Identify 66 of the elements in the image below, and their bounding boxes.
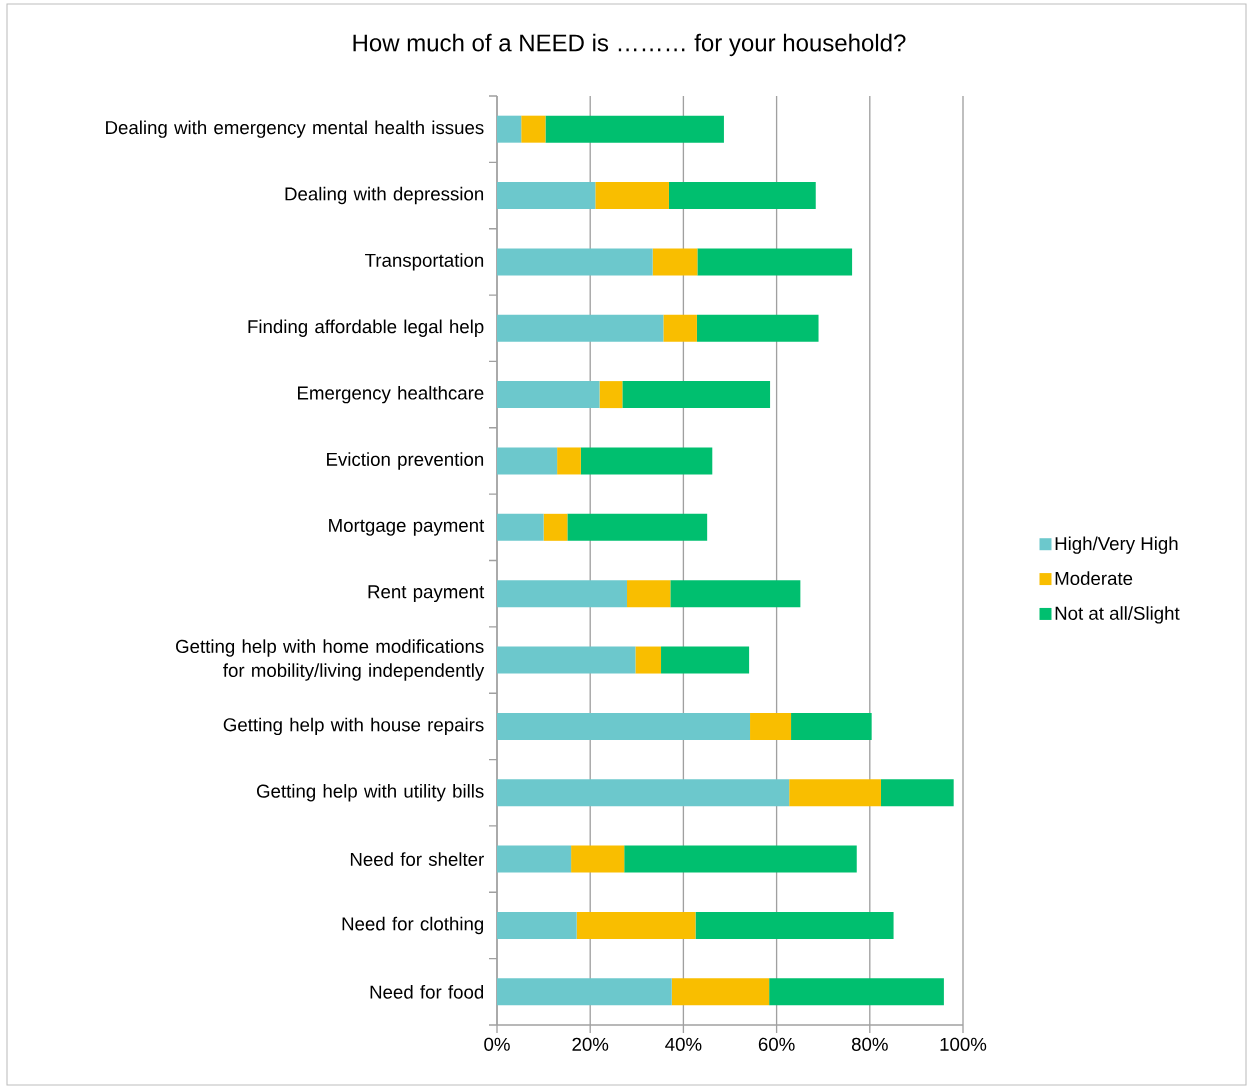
bar xyxy=(663,314,697,342)
y-tick-label: Need for food xyxy=(370,984,484,999)
bar xyxy=(497,978,672,1006)
y-tick-label: Mortgage payment xyxy=(329,518,485,536)
bar xyxy=(599,381,623,409)
bar xyxy=(697,248,853,276)
bar xyxy=(880,779,954,807)
legend-label: High/Very High xyxy=(1055,536,1178,554)
y-tick-label: Rent payment xyxy=(368,585,485,603)
bar xyxy=(624,845,857,873)
bar xyxy=(497,845,572,873)
y-tick-label: Eviction prevention xyxy=(327,452,484,470)
bar xyxy=(595,182,669,210)
legend-label: Moderate xyxy=(1055,571,1133,586)
bar xyxy=(627,580,671,608)
x-tick-label: 80% xyxy=(851,1037,888,1051)
y-tick-label: Dealing with depression xyxy=(285,186,484,205)
y-tick-label: Need for shelter xyxy=(350,852,484,866)
bar xyxy=(497,182,596,210)
bar xyxy=(497,381,600,409)
bar xyxy=(695,911,894,939)
bar xyxy=(668,182,816,210)
bar xyxy=(497,580,628,608)
bar xyxy=(769,978,944,1006)
x-tick-label: 60% xyxy=(758,1037,795,1051)
bar xyxy=(521,115,546,143)
bar xyxy=(497,447,558,475)
bar xyxy=(580,447,713,475)
y-tick-label: Getting help with home modifications for mobility/living independently xyxy=(176,639,485,681)
x-tick-label: 0% xyxy=(484,1037,510,1051)
bar xyxy=(670,580,801,608)
bar xyxy=(671,978,770,1006)
bar xyxy=(557,447,581,475)
y-tick-label: Finding affordable legal help xyxy=(248,319,484,337)
y-tick-label: Getting help with utility bills xyxy=(256,784,484,802)
bar xyxy=(576,911,696,939)
bar xyxy=(791,712,872,740)
bar xyxy=(497,911,577,939)
x-tick-label: 20% xyxy=(572,1037,609,1051)
bar xyxy=(543,513,568,541)
y-tick-label: Need for clothing xyxy=(342,916,484,935)
bar xyxy=(497,513,544,541)
y-tick-label: Transportation xyxy=(365,253,484,271)
bar xyxy=(497,779,790,807)
y-tick-label: Emergency healthcare xyxy=(298,385,484,404)
bar xyxy=(567,513,708,541)
legend-label: Not at all/Slight xyxy=(1055,606,1180,624)
x-tick-label: 100% xyxy=(940,1037,987,1051)
x-tick-label: 40% xyxy=(665,1037,702,1051)
bar xyxy=(497,115,522,143)
y-tick-label: Dealing with emergency mental health issues xyxy=(106,120,484,138)
bar xyxy=(789,779,881,807)
bar xyxy=(497,248,653,276)
chart-title: How much of a NEED is ……… for your household? xyxy=(353,33,906,57)
bar xyxy=(661,646,750,674)
bar xyxy=(696,314,819,342)
bar xyxy=(652,248,698,276)
bar xyxy=(497,712,751,740)
bar xyxy=(750,712,792,740)
bar xyxy=(497,314,664,342)
bar xyxy=(635,646,662,674)
bar xyxy=(545,115,724,143)
bar xyxy=(497,646,636,674)
y-tick-label: Getting help with house repairs xyxy=(223,717,484,736)
bar xyxy=(571,845,625,873)
bar xyxy=(622,381,771,409)
